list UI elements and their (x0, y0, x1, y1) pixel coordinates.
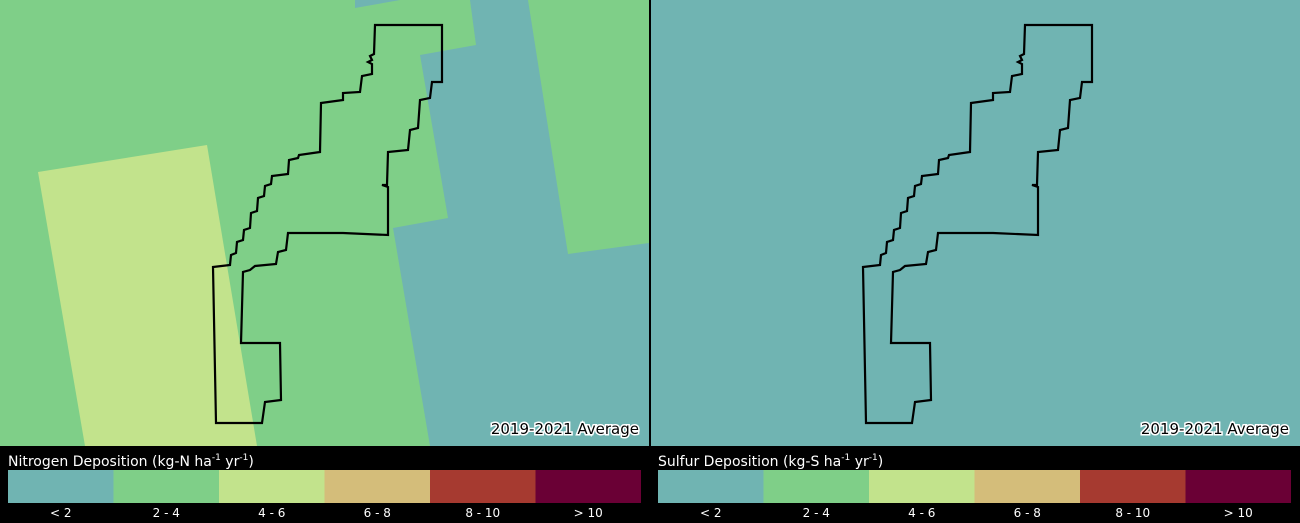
title-part: ) (878, 454, 883, 470)
legend-label: 2 - 4 (153, 506, 180, 520)
legend-label: 2 - 4 (803, 506, 830, 520)
region (38, 145, 257, 446)
legend-label: > 10 (1224, 506, 1253, 520)
legend-swatch (219, 470, 325, 503)
sulfur-map (651, 0, 1300, 446)
legend-label: 8 - 10 (465, 506, 500, 520)
superscript: -1 (841, 453, 850, 463)
map-background (651, 0, 1300, 446)
legend-label: 4 - 6 (258, 506, 285, 520)
legend-title: Nitrogen Deposition (kg-N ha-1 yr-1) (8, 453, 254, 470)
legend-swatch (974, 470, 1080, 503)
legend-swatch (113, 470, 219, 503)
map-caption: 2019-2021 Average (491, 420, 639, 438)
nitrogen-map (0, 0, 649, 446)
legend-swatch (430, 470, 536, 503)
legend-swatch (763, 470, 869, 503)
title-part: yr (850, 454, 869, 470)
superscript: -1 (239, 453, 248, 463)
legend-swatch (324, 470, 430, 503)
map-caption: 2019-2021 Average (1141, 420, 1289, 438)
legend-swatch (869, 470, 975, 503)
superscript: -1 (869, 453, 878, 463)
title-part: Sulfur Deposition (kg-S ha (658, 454, 841, 470)
title-part: yr (221, 454, 240, 470)
legend-label: < 2 (50, 506, 72, 520)
legend-title: Sulfur Deposition (kg-S ha-1 yr-1) (658, 453, 883, 470)
legend-label: 4 - 6 (908, 506, 935, 520)
legend-swatch (1185, 470, 1291, 503)
superscript: -1 (212, 453, 221, 463)
legend-label: 8 - 10 (1115, 506, 1150, 520)
title-part: Nitrogen Deposition (kg-N ha (8, 454, 212, 470)
legend-swatch (1080, 470, 1186, 503)
legend-label: > 10 (574, 506, 603, 520)
legend-swatch (658, 470, 764, 503)
legend-label: < 2 (700, 506, 722, 520)
region (355, 0, 400, 8)
legend-label: 6 - 8 (364, 506, 391, 520)
legend-swatch (8, 470, 114, 503)
title-part: ) (248, 454, 253, 470)
legend-label: 6 - 8 (1014, 506, 1041, 520)
region (393, 0, 649, 446)
legend-swatch (535, 470, 641, 503)
